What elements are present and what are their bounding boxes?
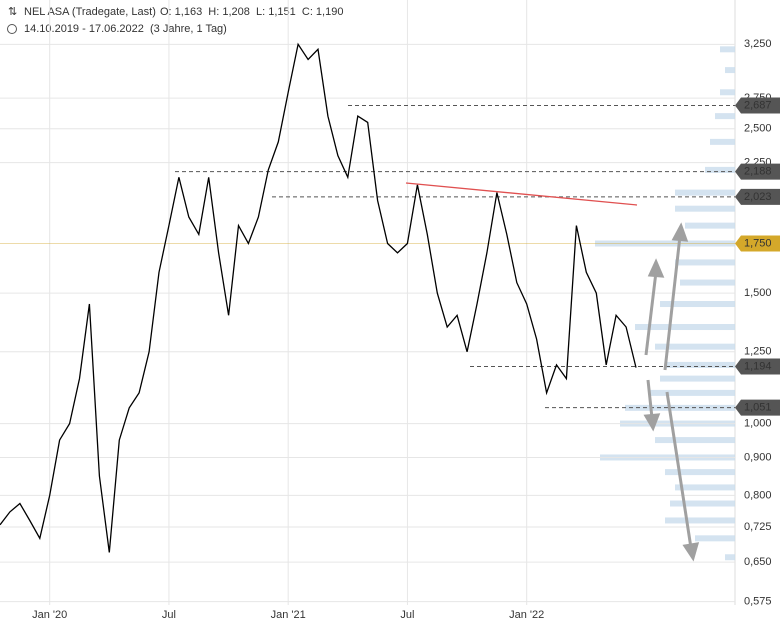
- y-tick-label: 0,900: [744, 451, 772, 463]
- level-badge: [735, 235, 780, 252]
- volume-bar: [670, 500, 735, 507]
- volume-bar: [680, 279, 735, 286]
- volume-bar: [720, 89, 735, 96]
- level-label: 2,188: [744, 166, 772, 178]
- y-tick-label: 0,650: [744, 556, 772, 568]
- level-badge: [735, 188, 780, 205]
- y-tick-label: 1,250: [744, 346, 772, 358]
- level-badge: [735, 97, 780, 114]
- y-tick-label: 1,500: [744, 287, 772, 299]
- volume-bar: [695, 535, 735, 542]
- volume-bar: [705, 166, 735, 173]
- volume-bar: [660, 301, 735, 308]
- volume-bar: [725, 554, 735, 561]
- y-tick-label: 0,725: [744, 521, 772, 533]
- volume-bar: [675, 189, 735, 196]
- level-label: 1,051: [744, 401, 772, 413]
- volume-bar: [595, 240, 735, 247]
- volume-bar: [710, 138, 735, 145]
- y-tick-label: 0,800: [744, 489, 772, 501]
- level-badge: [735, 163, 780, 180]
- x-tick-label: Jan '22: [509, 609, 544, 621]
- quote: O: 1,163 H: 1,208 L: 1,151 C: 1,190: [160, 6, 343, 18]
- volume-bar: [675, 484, 735, 491]
- volume-bar: [635, 324, 735, 331]
- volume-bar: [660, 375, 735, 382]
- volume-bar: [675, 259, 735, 266]
- volume-bar: [725, 67, 735, 74]
- header: ⇅ NEL ASA (Tradegate, Last) O: 1,163 H: …: [7, 6, 343, 35]
- level-label: 2,023: [744, 191, 772, 203]
- volume-bar: [685, 222, 735, 229]
- arrows: [643, 222, 700, 562]
- volume-bar: [715, 113, 735, 120]
- x-tick-label: Jul: [162, 609, 176, 621]
- y-tick-label: 0,575: [744, 596, 772, 608]
- y-tick-label: 2,500: [744, 123, 772, 135]
- y-tick-label: 3,250: [744, 38, 772, 50]
- volume-bar: [650, 389, 735, 396]
- clock-icon: [7, 24, 17, 34]
- level-label: 1,194: [744, 360, 772, 372]
- volume-bar: [655, 343, 735, 350]
- logo: ⇅: [8, 6, 17, 18]
- date-range: 14.10.2019 - 17.06.2022: [24, 23, 144, 35]
- trend-line: [405, 182, 638, 206]
- volume-bar: [675, 205, 735, 212]
- volume-bar: [665, 361, 735, 368]
- level-label: 1,750: [744, 237, 772, 249]
- x-tick-label: Jan '20: [32, 609, 67, 621]
- level-badge: [735, 358, 780, 375]
- volume-bar: [720, 46, 735, 53]
- volume-bar: [655, 437, 735, 444]
- volume-bar: [665, 469, 735, 476]
- span: (3 Jahre, 1 Tag): [150, 23, 227, 35]
- price-line: [0, 42, 637, 553]
- level-badge: [735, 399, 780, 416]
- level-label: 2,687: [744, 99, 772, 111]
- x-tick-label: Jan '21: [271, 609, 306, 621]
- volume-bar: [665, 517, 735, 524]
- y-tick-label: 1,000: [744, 417, 772, 429]
- x-tick-label: Jul: [400, 609, 414, 621]
- title: NEL ASA (Tradegate, Last): [24, 6, 156, 18]
